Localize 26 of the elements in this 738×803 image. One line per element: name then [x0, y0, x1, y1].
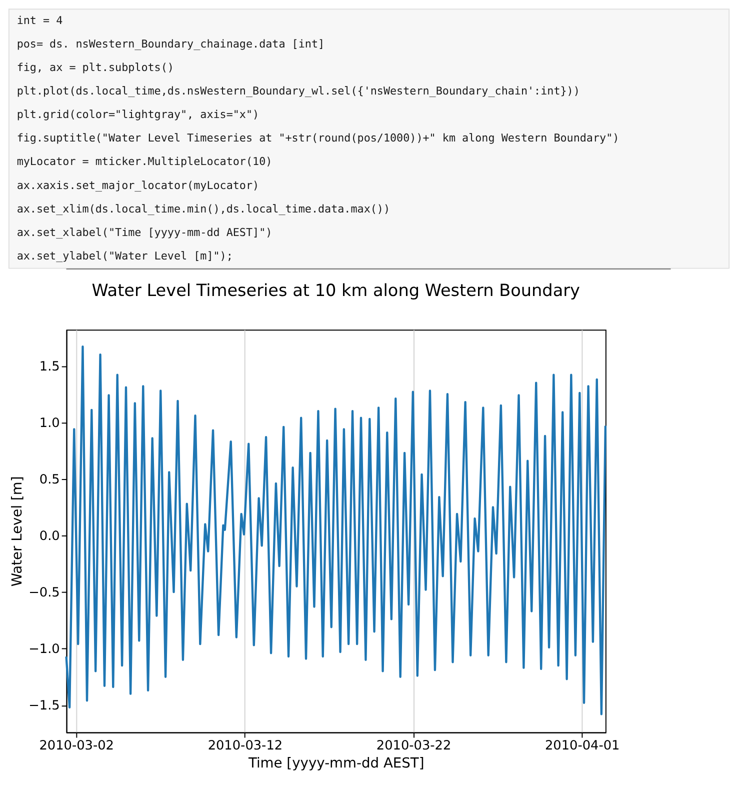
y-tick-label: 0.5 [39, 472, 60, 488]
y-tick-label: 1.0 [39, 416, 60, 431]
chart-title: Water Level Timeseries at 10 km along Western Boundary [92, 280, 580, 300]
y-tick-label: 0.0 [39, 528, 60, 544]
y-tick-label: −1.5 [28, 698, 60, 714]
text: ax.set_ylabel("Water Level [m]"); [16, 250, 233, 262]
x-axis-title: Time [yyyy-mm-dd AEST] [247, 755, 424, 772]
y-tick-label: −0.5 [28, 585, 60, 600]
text: int = 4 [16, 14, 64, 27]
y-tick-label: −1.0 [28, 642, 60, 658]
text: ax.set_xlim(ds.local_time.min(),ds.local_time.data.max()) [16, 202, 390, 216]
text: plt.grid(color="lightgray", axis="x") [16, 108, 260, 122]
x-tick-label: 2010-03-02 [39, 738, 114, 754]
y-axis-title: Water Level [m] [10, 476, 26, 587]
text: plt.plot(ds.local_time,ds.nsWestern_Boundary_wl.sel({'nsWestern_Boundary_chain':int})) [16, 84, 580, 98]
x-tick-label: 2010-03-22 [376, 738, 452, 754]
text: pos= ds. nsWestern_Boundary_chainage.data [int] [16, 37, 325, 50]
line-series [65, 346, 607, 716]
text: ax.set_xlabel("Time [yyyy-mm-dd AEST]") [16, 226, 272, 239]
text: myLocator = mticker.MultipleLocator(10) [16, 155, 272, 168]
x-tick-label: 2010-03-12 [208, 738, 283, 754]
text: fig.suptitle("Water Level Timeseries at "+str(round(pos/1000))+" km along Western Boundary") [16, 132, 620, 145]
text: ax.xaxis.set_major_locator(myLocator) [16, 178, 260, 192]
x-tick-label: 2010-04-01 [544, 738, 620, 754]
y-tick-label: 1.5 [39, 359, 60, 374]
text: fig, ax = plt.subplots() [16, 61, 174, 74]
